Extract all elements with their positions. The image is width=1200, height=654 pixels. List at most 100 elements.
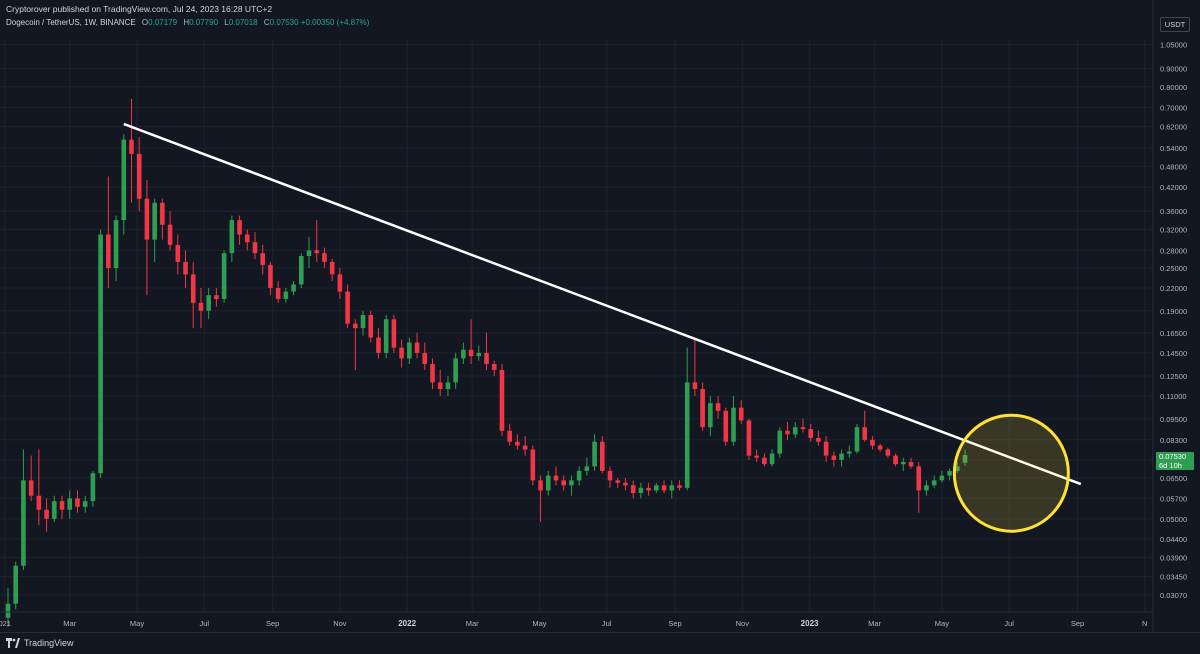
candle-body <box>901 462 906 465</box>
candle-body <box>268 264 273 288</box>
candle <box>190 261 196 329</box>
candle <box>901 457 906 471</box>
time-tick-label: 2023 <box>801 619 819 628</box>
candle-body <box>561 480 567 486</box>
candle <box>684 347 690 491</box>
candle <box>846 445 852 458</box>
candle-body <box>113 220 119 269</box>
time-tick-label: N <box>1142 619 1147 628</box>
candle <box>360 310 366 336</box>
price-tick-label: 0.06500 <box>1160 474 1187 483</box>
time-tick-label: Mar <box>868 619 881 628</box>
candle <box>368 310 374 343</box>
candle <box>677 480 682 491</box>
candle-body <box>399 347 404 359</box>
candle <box>407 337 412 365</box>
candle-body <box>777 430 783 454</box>
candle <box>121 134 127 235</box>
time-tick-label: Jul <box>602 619 612 628</box>
candle-body <box>738 407 744 421</box>
candle-body <box>553 475 559 481</box>
price-tick-label: 0.03070 <box>1160 591 1187 600</box>
candle <box>383 314 389 359</box>
candle <box>129 98 134 203</box>
candle-body <box>383 319 389 353</box>
candle <box>870 436 875 450</box>
candle <box>916 462 922 513</box>
tradingview-logo-icon[interactable] <box>6 638 20 648</box>
candle-body <box>692 382 698 390</box>
candle <box>268 261 273 296</box>
candle-body <box>638 487 644 494</box>
candle-body <box>700 389 705 428</box>
tradingview-brand[interactable]: TradingView <box>24 638 74 648</box>
candle-body <box>214 295 219 299</box>
candle-body <box>823 441 829 456</box>
price-tick-label: 0.90000 <box>1160 64 1187 73</box>
symbol-name[interactable]: Dogecoin / TetherUS, 1W, BINANCE <box>6 18 136 27</box>
candle <box>198 287 204 329</box>
candle <box>206 287 211 320</box>
candle <box>723 407 729 446</box>
candle <box>422 342 428 370</box>
price-tick-label: 0.05700 <box>1160 494 1187 503</box>
candle <box>692 339 698 396</box>
candle <box>183 250 188 288</box>
candle-body <box>530 449 536 481</box>
candle-body <box>306 250 312 257</box>
price-axis[interactable]: 1.05000 0.90000 0.80000 0.70000 0.62000 0.540… <box>1160 40 1187 599</box>
candle <box>229 215 235 262</box>
candle <box>862 410 868 442</box>
candle <box>484 332 489 370</box>
currency-button[interactable]: USDT <box>1160 17 1190 32</box>
candle-body <box>476 352 482 357</box>
candle <box>785 422 790 440</box>
candle-body <box>422 352 428 365</box>
price-tick-label: 0.16500 <box>1160 329 1187 338</box>
candle-body <box>792 427 798 435</box>
candle-body <box>955 466 960 471</box>
candle <box>353 319 358 370</box>
candle-body <box>229 220 235 254</box>
candle-body <box>90 473 96 502</box>
candle-body <box>931 480 937 486</box>
candlestick-series <box>5 98 968 627</box>
candle <box>52 495 57 522</box>
candle <box>885 447 891 458</box>
candle-body <box>654 485 659 491</box>
time-axis[interactable]: 021 Mar May Jul Sep Nov 2022 Mar May Jul Sep Nov 202… <box>0 619 1147 628</box>
time-tick-label: May <box>130 619 144 628</box>
candle-body <box>345 291 350 324</box>
candle <box>136 136 142 212</box>
candle <box>13 561 19 610</box>
candle-body <box>252 242 258 254</box>
candle <box>854 423 860 454</box>
candle-body <box>484 352 489 365</box>
candle-body <box>661 485 667 491</box>
highlight-circle[interactable] <box>952 413 1070 533</box>
time-tick-label: Jul <box>1004 619 1014 628</box>
price-tick-label: 0.12500 <box>1160 372 1187 381</box>
candle-body <box>106 234 111 269</box>
candle <box>955 462 960 474</box>
candle-body <box>59 501 65 510</box>
price-tick-label: 0.54000 <box>1160 144 1187 153</box>
candle <box>44 498 49 532</box>
candle-body <box>924 485 929 491</box>
candle <box>553 466 559 486</box>
price-tick-label: 0.03900 <box>1160 554 1187 563</box>
candle-body <box>607 470 613 481</box>
price-tick-label: 0.70000 <box>1160 104 1187 113</box>
candle-body <box>615 480 621 483</box>
price-chart[interactable]: 1.05000 0.90000 0.80000 0.70000 0.62000 0.540… <box>0 0 1200 632</box>
candle-body <box>708 403 713 428</box>
candle <box>561 475 567 491</box>
candle-body <box>623 482 628 486</box>
candle-body <box>785 430 790 435</box>
candle <box>715 395 721 419</box>
low-value: 0.07018 <box>228 18 258 27</box>
descending-trendline[interactable] <box>123 122 1082 486</box>
price-tick-label: 0.42000 <box>1160 183 1187 192</box>
candle-body <box>515 441 520 446</box>
price-tick-label: 0.25000 <box>1160 264 1187 273</box>
